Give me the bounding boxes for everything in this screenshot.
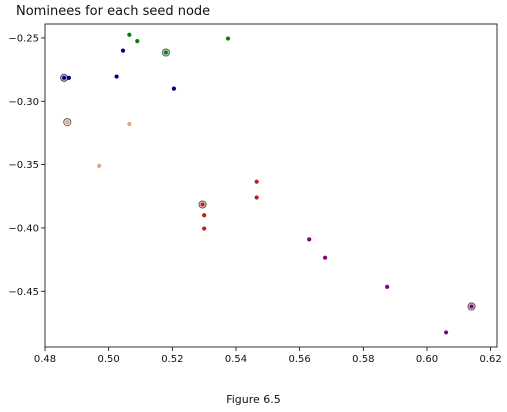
data-point bbox=[254, 179, 259, 184]
data-point bbox=[323, 255, 328, 260]
data-point bbox=[385, 284, 390, 289]
seed-point bbox=[62, 75, 66, 80]
seed-point bbox=[65, 120, 70, 125]
y-tick-label: −0.30 bbox=[8, 97, 39, 108]
data-point bbox=[120, 48, 126, 53]
x-tick-label: 0.60 bbox=[416, 354, 438, 365]
seed-point bbox=[200, 202, 205, 207]
x-tick-label: 0.52 bbox=[161, 354, 183, 365]
data-point bbox=[202, 213, 207, 218]
data-point bbox=[127, 32, 132, 37]
x-tick-label: 0.56 bbox=[289, 354, 311, 365]
plot-frame bbox=[44, 23, 498, 348]
x-tick-label: 0.62 bbox=[480, 354, 502, 365]
x-tick-label: 0.58 bbox=[352, 354, 374, 365]
data-point bbox=[307, 237, 312, 242]
x-tick-label: 0.50 bbox=[98, 354, 120, 365]
data-point bbox=[135, 39, 140, 44]
y-tick-label: −0.35 bbox=[8, 160, 39, 171]
seed-point bbox=[469, 304, 474, 309]
y-tick-label: −0.40 bbox=[8, 223, 39, 234]
data-point bbox=[443, 330, 449, 335]
chart-title: Nominees for each seed node bbox=[16, 4, 211, 19]
x-tick-label: 0.54 bbox=[225, 354, 247, 365]
data-point bbox=[171, 86, 177, 91]
data-point bbox=[66, 75, 71, 80]
data-point bbox=[202, 226, 207, 231]
seed-point bbox=[164, 50, 168, 55]
data-point bbox=[254, 195, 259, 200]
x-tick-label: 0.48 bbox=[34, 354, 56, 365]
figure-caption: Figure 6.5 bbox=[226, 393, 281, 406]
data-point bbox=[97, 163, 102, 168]
y-tick-label: −0.25 bbox=[8, 33, 39, 44]
y-tick-label: −0.45 bbox=[8, 287, 39, 298]
data-point bbox=[127, 121, 132, 127]
data-point bbox=[225, 36, 231, 41]
data-point bbox=[114, 74, 119, 79]
